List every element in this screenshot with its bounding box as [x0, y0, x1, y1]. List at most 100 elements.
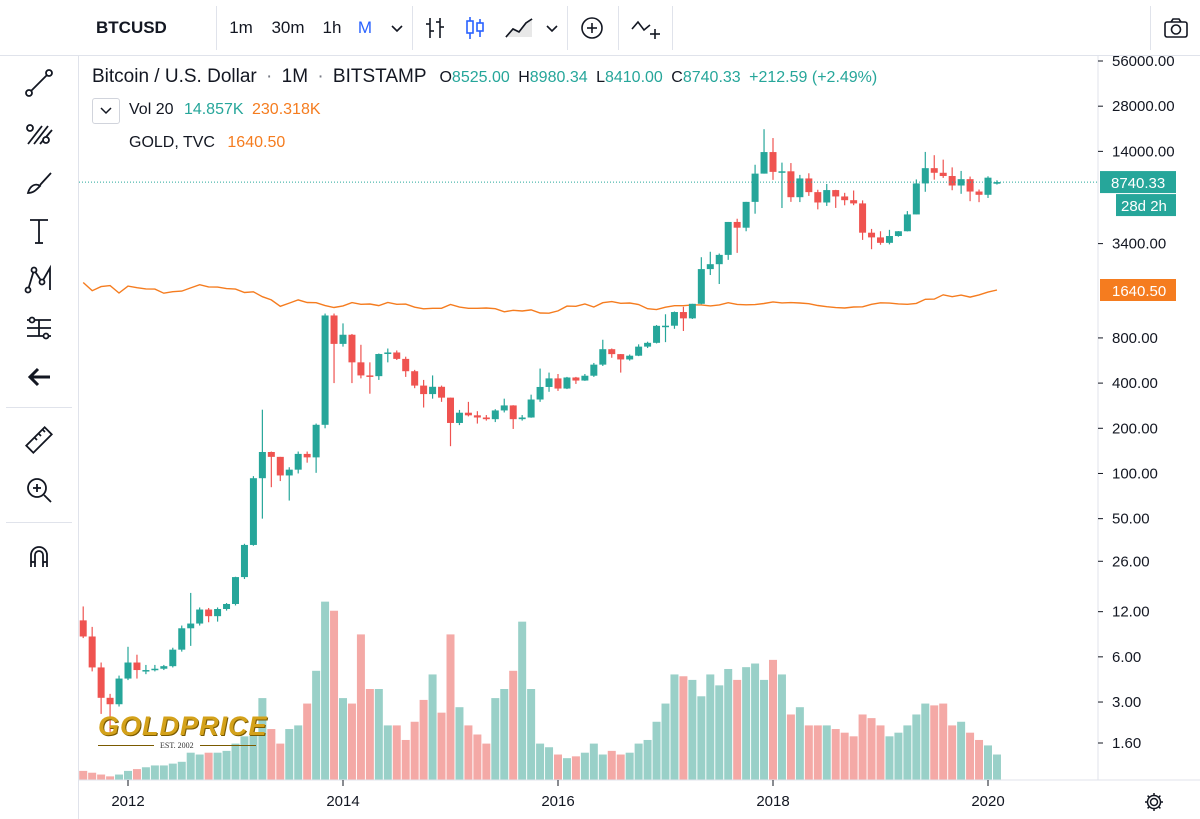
- pattern-tool-icon[interactable]: [14, 259, 64, 299]
- interval-1h[interactable]: 1h: [322, 17, 342, 37]
- volume-bar: [760, 679, 769, 780]
- candle: [429, 375, 437, 399]
- candle: [518, 415, 526, 421]
- interval-1m[interactable]: 1m: [229, 17, 253, 37]
- compare-icon[interactable]: [624, 0, 668, 55]
- volume-bar: [607, 750, 616, 780]
- chart-style-dropdown-chevron-icon[interactable]: [540, 0, 564, 55]
- volume-bar: [625, 752, 634, 780]
- interval-30m[interactable]: 30m: [271, 17, 305, 37]
- volume-bar: [347, 703, 356, 780]
- interval-monthly[interactable]: M: [357, 17, 373, 37]
- volume-bar: [822, 725, 831, 780]
- candle: [706, 251, 714, 276]
- volume-bar: [876, 725, 885, 780]
- candle: [214, 607, 222, 622]
- legend-collapse-chevron-icon[interactable]: [92, 98, 120, 124]
- interval-dropdown-chevron-icon[interactable]: [384, 0, 410, 55]
- price-chart[interactable]: 56000.00 28000.00 14000.00 3400.00 800.00 400…: [79, 56, 1200, 819]
- candle: [751, 164, 759, 214]
- volume-bar: [661, 703, 670, 780]
- price-tick-label: 100.00: [1112, 465, 1158, 482]
- volume-bar: [356, 634, 365, 780]
- gear-icon[interactable]: [1140, 788, 1168, 816]
- candle: [88, 626, 96, 672]
- legend-change: +212.59 (+2.49%): [749, 69, 878, 86]
- volume-bar: [330, 610, 339, 780]
- volume-bar: [643, 739, 652, 780]
- volume-bar: [168, 763, 177, 780]
- volume-bar: [276, 743, 285, 780]
- candle: [267, 451, 275, 488]
- legend-high-label: H: [518, 69, 530, 86]
- volume-bar: [804, 725, 813, 780]
- volume-bar: [786, 714, 795, 780]
- candle: [814, 189, 822, 210]
- area-style-icon[interactable]: [500, 0, 538, 55]
- camera-icon[interactable]: [1156, 0, 1196, 55]
- ruler-icon[interactable]: [14, 420, 64, 460]
- candles-style-icon[interactable]: [458, 0, 492, 55]
- text-tool-icon[interactable]: [14, 211, 64, 251]
- price-axis[interactable]: 56000.00 28000.00 14000.00 3400.00 800.00 400…: [1097, 56, 1175, 780]
- brush-icon[interactable]: [14, 162, 64, 202]
- candle: [240, 543, 248, 580]
- candle: [832, 189, 840, 208]
- volume-bar: [598, 754, 607, 780]
- candle: [966, 176, 974, 202]
- time-tick-label: 2012: [111, 793, 144, 810]
- candle: [554, 373, 562, 391]
- candle: [402, 356, 410, 377]
- gold-value: 1640.50: [227, 134, 286, 151]
- volume-bar: [545, 747, 554, 780]
- trend-line-icon[interactable]: [14, 63, 64, 103]
- volume-bar: [697, 696, 706, 780]
- candle: [330, 313, 338, 384]
- candle: [859, 200, 867, 240]
- candle: [939, 159, 947, 178]
- candle: [366, 362, 374, 394]
- prediction-tool-icon[interactable]: [14, 308, 64, 348]
- bars-style-icon[interactable]: [418, 0, 452, 55]
- candle: [688, 303, 696, 319]
- price-tick-label: 3400.00: [1112, 236, 1166, 253]
- candle: [491, 409, 499, 423]
- symbol-search[interactable]: BTCUSD: [96, 17, 167, 37]
- back-arrow-icon[interactable]: [14, 357, 64, 397]
- candle: [581, 373, 589, 381]
- volume-bar: [921, 703, 930, 780]
- candle: [473, 411, 481, 424]
- price-tick-label: 50.00: [1112, 511, 1150, 528]
- volume-bar: [885, 736, 894, 780]
- candle: [733, 218, 741, 253]
- candle: [258, 409, 266, 519]
- volume-bar: [150, 765, 159, 780]
- legend-low-value: 8410.00: [604, 69, 663, 86]
- volume-bar: [867, 718, 876, 780]
- price-tick-label: 800.00: [1112, 330, 1158, 347]
- gold-price-tag: [1100, 279, 1176, 301]
- indicators-plus-icon[interactable]: [574, 0, 610, 55]
- candle: [877, 231, 884, 245]
- volume-bar: [742, 667, 751, 780]
- fib-retracement-icon[interactable]: [14, 113, 64, 153]
- candle: [169, 647, 177, 668]
- volume-bar: [724, 668, 733, 780]
- legend-close-label: C: [671, 69, 683, 86]
- candle: [482, 415, 490, 421]
- candle: [617, 354, 625, 373]
- zoom-icon[interactable]: [14, 470, 64, 510]
- candle: [79, 606, 87, 639]
- volume-bars: [79, 601, 1001, 780]
- volume-bar: [410, 721, 419, 780]
- volume-bar: [428, 674, 437, 780]
- price-tick-label: 400.00: [1112, 375, 1158, 392]
- candle: [375, 353, 383, 380]
- candle: [187, 592, 195, 646]
- price-tick-label: 1.60: [1112, 735, 1141, 752]
- candle: [796, 174, 804, 203]
- candle: [626, 354, 634, 361]
- volume-bar: [312, 670, 321, 780]
- magnet-icon[interactable]: [14, 537, 64, 577]
- time-axis[interactable]: 2012 2014 2016 2018 2020: [79, 779, 1200, 810]
